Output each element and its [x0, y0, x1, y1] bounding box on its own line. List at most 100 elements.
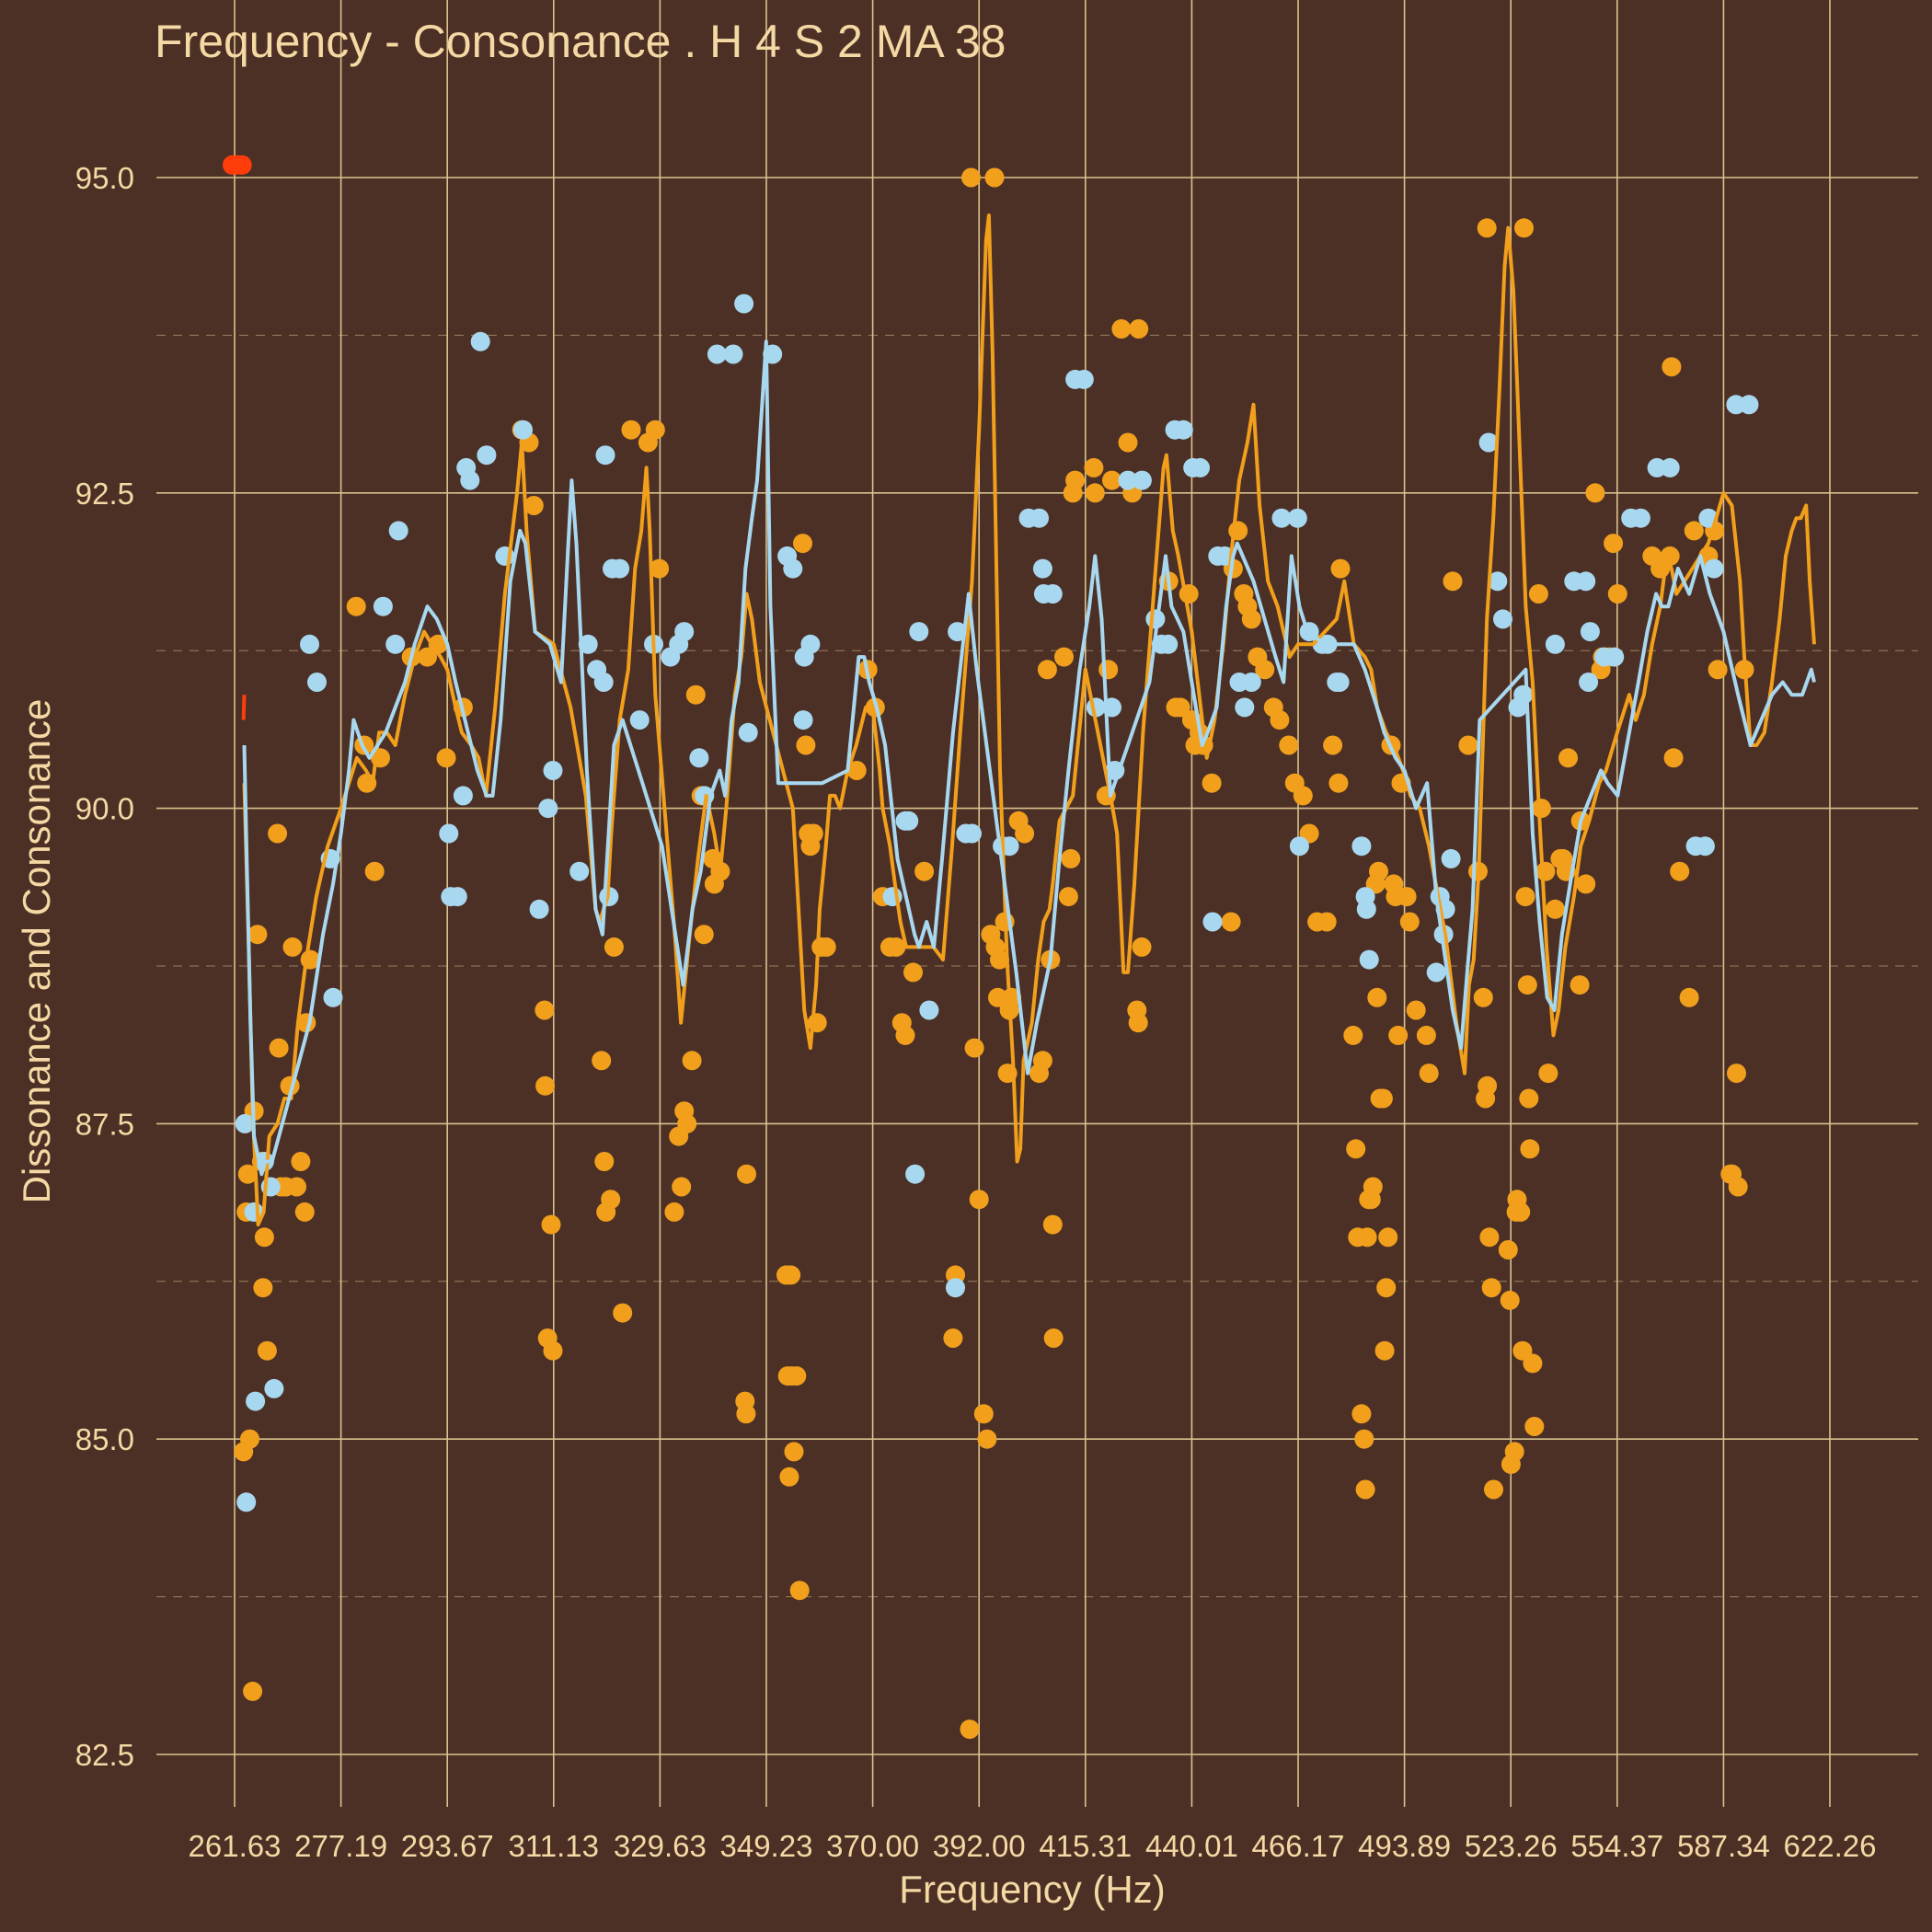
data-point [685, 684, 706, 705]
data-point [1369, 861, 1388, 881]
data-point [346, 596, 366, 616]
data-point [1376, 1278, 1397, 1298]
data-point [232, 155, 252, 175]
data-point [385, 634, 406, 654]
data-point [1378, 1227, 1398, 1248]
data-point [543, 761, 563, 780]
data-point [1098, 660, 1119, 680]
data-point [1202, 773, 1222, 793]
data-point [604, 937, 624, 957]
data-point [1355, 1479, 1375, 1500]
data-point [436, 748, 456, 768]
data-point [364, 861, 385, 881]
data-point [243, 1681, 263, 1701]
data-point [707, 344, 727, 364]
data-point [784, 1442, 804, 1462]
data-point [1479, 1227, 1500, 1248]
data-point [1354, 1429, 1374, 1449]
data-point [800, 634, 821, 654]
data-point [1388, 1025, 1409, 1045]
data-point [1684, 521, 1704, 541]
data-point [1397, 887, 1417, 907]
data-point [439, 823, 459, 844]
data-point [1478, 1075, 1498, 1096]
data-point [1679, 987, 1699, 1007]
x-tick-label: 523.26 [1465, 1829, 1558, 1863]
y-tick-label: 90.0 [75, 792, 134, 826]
x-tick-label: 329.63 [614, 1829, 707, 1863]
data-point [470, 331, 490, 351]
data-point [886, 937, 906, 957]
data-point [1558, 748, 1578, 768]
data-point [1363, 1177, 1383, 1197]
data-point [1727, 1064, 1746, 1084]
data-point [1111, 319, 1132, 339]
data-point [323, 987, 343, 1007]
x-tick-label: 370.00 [826, 1829, 919, 1863]
data-point [943, 1328, 963, 1348]
data-point [613, 1303, 633, 1323]
data-point [1531, 799, 1551, 819]
data-point [1173, 420, 1193, 440]
data-point [300, 634, 319, 654]
tick-layer: 261.63 277.19 293.67 311.13 329.63 349.23 370.… [75, 161, 1877, 1863]
data-point [1270, 710, 1290, 730]
data-point [969, 1190, 989, 1210]
data-point [287, 1177, 306, 1197]
data-point [919, 1000, 939, 1020]
data-point [783, 558, 803, 579]
x-tick-label: 293.67 [401, 1829, 494, 1863]
data-point [1406, 1000, 1426, 1020]
data-point [914, 861, 935, 881]
data-point [268, 823, 288, 844]
y-tick-label: 95.0 [75, 161, 134, 195]
data-point [1704, 558, 1724, 579]
data-point [541, 1214, 561, 1235]
data-point [595, 445, 615, 466]
data-point [247, 925, 268, 945]
data-point [594, 1152, 615, 1171]
data-point [1374, 1340, 1395, 1361]
data-point [535, 1075, 556, 1096]
data-point [977, 1429, 997, 1449]
data-point [816, 937, 836, 957]
data-point [1202, 912, 1223, 932]
x-tick-label: 311.13 [509, 1829, 599, 1863]
data-point [1015, 823, 1035, 844]
data-point [1493, 609, 1512, 629]
data-point [1498, 1240, 1518, 1259]
data-point [964, 1038, 984, 1058]
data-point [418, 647, 437, 667]
data-point [984, 167, 1005, 188]
data-point [1367, 987, 1387, 1007]
data-point [1607, 584, 1627, 604]
data-point [1343, 1025, 1363, 1045]
series-line [242, 339, 1816, 1177]
data-point [1102, 470, 1121, 490]
data-point [1511, 1202, 1531, 1222]
data-point [529, 899, 549, 919]
data-point [899, 811, 919, 831]
data-point [1241, 673, 1261, 692]
data-point [1255, 660, 1275, 680]
data-point [779, 1466, 799, 1487]
data-point [592, 1051, 612, 1071]
data-point [1118, 432, 1138, 453]
data-point [1604, 647, 1625, 667]
data-point [453, 786, 473, 806]
data-point [1708, 660, 1728, 680]
data-point [737, 1164, 756, 1184]
data-point [1515, 887, 1535, 907]
data-point [291, 1152, 311, 1171]
data-point [513, 420, 533, 440]
data-point [1328, 773, 1349, 793]
data-point [523, 496, 544, 515]
data-point [307, 673, 327, 692]
data-point [1373, 1088, 1393, 1109]
data-point [803, 823, 823, 844]
x-tick-label: 554.37 [1570, 1829, 1663, 1863]
x-tick-label: 349.23 [720, 1829, 813, 1863]
data-point [257, 1340, 277, 1361]
data-point [1132, 470, 1152, 490]
data-point [264, 1378, 284, 1398]
